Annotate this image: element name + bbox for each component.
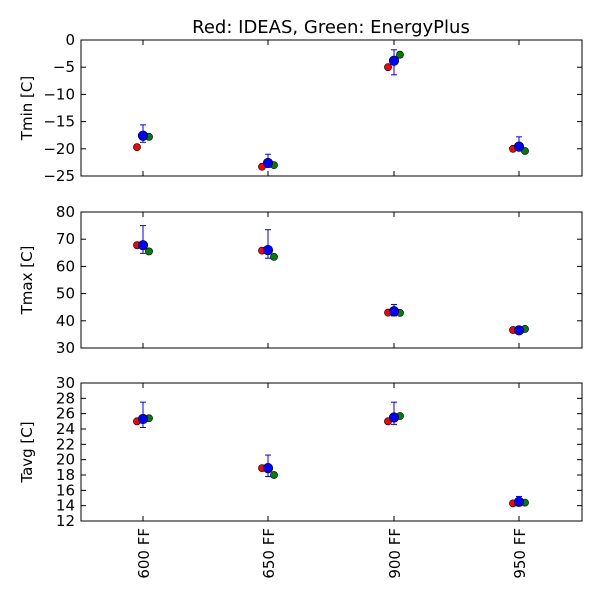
y-tick-label: 80 — [56, 203, 75, 221]
reference-point — [137, 413, 149, 425]
x-category-label: 950 FF — [511, 528, 529, 579]
y-tick-label: 30 — [56, 374, 75, 392]
y-tick-label: 14 — [56, 497, 75, 515]
ideas-point — [133, 143, 141, 152]
reference-point — [137, 130, 149, 141]
chart-title: Red: IDEAS, Green: EnergyPlus — [192, 17, 470, 38]
y-tick-label: 26 — [56, 405, 75, 423]
y-axis-label: Tmin [C] — [18, 76, 36, 141]
y-tick-label: 40 — [56, 312, 75, 330]
y-tick-label: −5 — [53, 58, 75, 76]
y-tick-label: −15 — [43, 113, 75, 131]
y-tick-label: 28 — [56, 389, 75, 407]
reference-point — [388, 55, 400, 66]
y-tick-label: 18 — [56, 466, 75, 484]
y-tick-label: 24 — [56, 420, 75, 438]
energyplus-point — [270, 252, 278, 261]
energyplus-point — [270, 471, 278, 479]
plot-frame-2 — [80, 382, 583, 522]
x-category-label: 600 FF — [135, 528, 153, 579]
y-tick-label: 70 — [56, 230, 75, 248]
y-tick-label: 22 — [56, 435, 75, 453]
reference-point — [262, 244, 274, 256]
reference-point — [262, 463, 274, 474]
reference-point — [388, 306, 400, 317]
reference-point — [262, 157, 274, 169]
y-tick-label: 30 — [56, 339, 75, 357]
plot-frame-0 — [80, 39, 583, 177]
y-tick-label: 16 — [56, 481, 75, 499]
y-tick-label: 12 — [56, 512, 75, 530]
y-tick-label: 0 — [65, 31, 75, 49]
reference-point — [513, 325, 525, 336]
y-tick-label: −25 — [43, 167, 75, 185]
energyplus-point — [145, 247, 153, 256]
x-category-label: 650 FF — [260, 528, 278, 579]
plot-frame-1 — [80, 211, 583, 349]
y-axis-label: Tavg [C] — [18, 421, 36, 483]
reference-point — [513, 496, 525, 507]
y-tick-label: 50 — [56, 285, 75, 303]
x-category-label: 900 FF — [386, 528, 404, 579]
y-tick-label: −20 — [43, 140, 75, 158]
ideas-point — [384, 63, 392, 72]
y-tick-label: 20 — [56, 451, 75, 469]
reference-point — [137, 240, 149, 251]
y-axis-label: Tmax [C] — [18, 246, 36, 316]
reference-point — [513, 141, 525, 152]
y-tick-label: 60 — [56, 257, 75, 275]
energyplus-point — [396, 50, 404, 59]
reference-point — [388, 412, 400, 423]
y-tick-label: −10 — [43, 85, 75, 103]
